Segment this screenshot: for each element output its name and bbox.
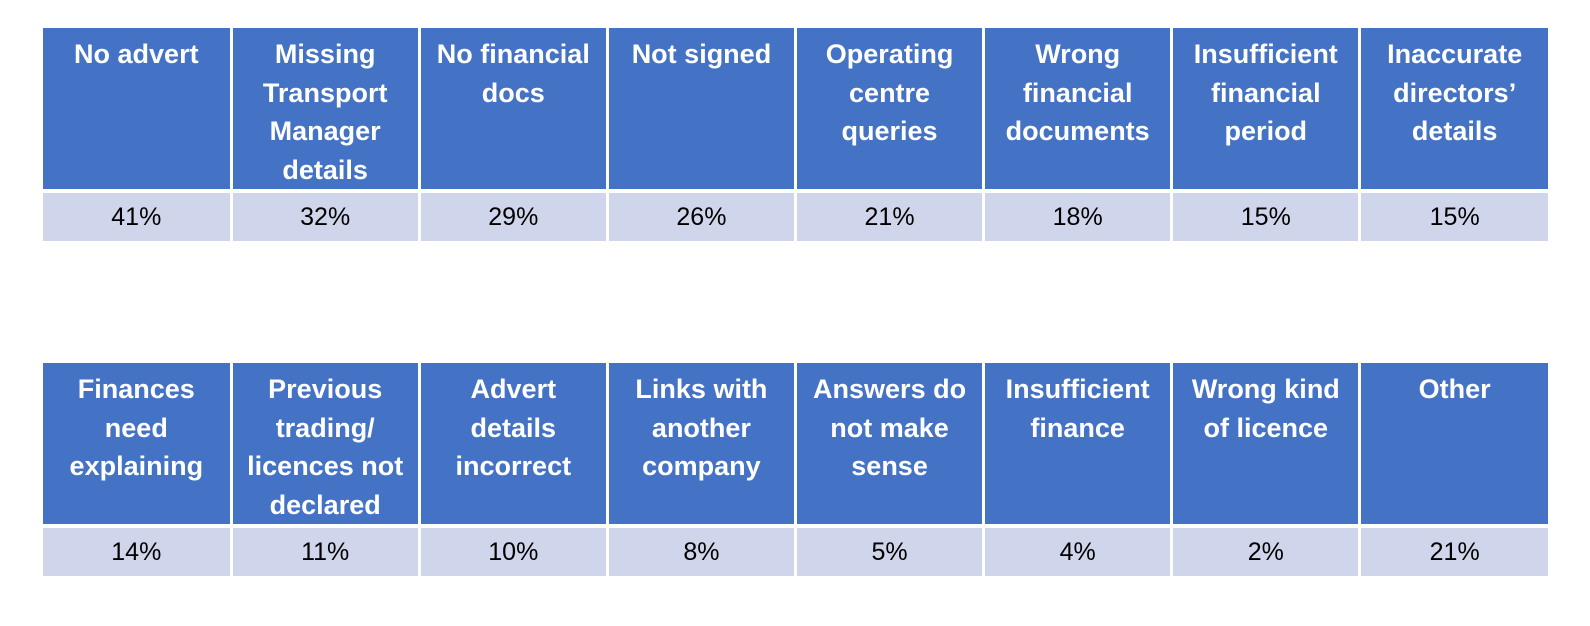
value-cell: 21% (795, 191, 986, 241)
header-cell: No advert (43, 28, 233, 193)
reasons-table-top: No advert Missing Transport Manager deta… (43, 28, 1548, 241)
header-cell: Not signed (607, 28, 798, 193)
header-cell: Wrong financial documents (983, 28, 1174, 193)
header-cell: Advert details incorrect (419, 363, 609, 528)
value-cell: 18% (983, 191, 1174, 241)
header-cell: Inaccurate directors’ details (1359, 28, 1548, 193)
value-row: 14% 11% 10% 8% 5% 4% 2% 21% (43, 526, 1548, 576)
value-cell: 15% (1171, 191, 1362, 241)
value-cell: 29% (419, 191, 609, 241)
header-cell: Previous trading/ licences not declared (231, 363, 421, 528)
header-cell: Finances need explaining (43, 363, 233, 528)
value-cell: 15% (1359, 191, 1548, 241)
value-cell: 41% (43, 191, 233, 241)
reasons-table-bottom: Finances need explaining Previous tradin… (43, 363, 1548, 576)
header-cell: Missing Transport Manager details (231, 28, 421, 193)
value-cell: 11% (231, 526, 421, 576)
header-cell: Answers do not make sense (795, 363, 986, 528)
value-cell: 4% (983, 526, 1174, 576)
header-row: No advert Missing Transport Manager deta… (43, 28, 1548, 193)
value-cell: 8% (607, 526, 798, 576)
header-cell: Links with another company (607, 363, 798, 528)
value-cell: 2% (1171, 526, 1362, 576)
value-cell: 10% (419, 526, 609, 576)
value-cell: 26% (607, 191, 798, 241)
header-cell: Wrong kind of licence (1171, 363, 1362, 528)
header-cell: Insufficient financial period (1171, 28, 1362, 193)
header-cell: Other (1359, 363, 1548, 528)
value-cell: 14% (43, 526, 233, 576)
header-row: Finances need explaining Previous tradin… (43, 363, 1548, 528)
value-cell: 32% (231, 191, 421, 241)
value-row: 41% 32% 29% 26% 21% 18% 15% 15% (43, 191, 1548, 241)
header-cell: No financial docs (419, 28, 609, 193)
value-cell: 21% (1359, 526, 1548, 576)
value-cell: 5% (795, 526, 986, 576)
header-cell: Operating centre queries (795, 28, 986, 193)
header-cell: Insufficient finance (983, 363, 1174, 528)
